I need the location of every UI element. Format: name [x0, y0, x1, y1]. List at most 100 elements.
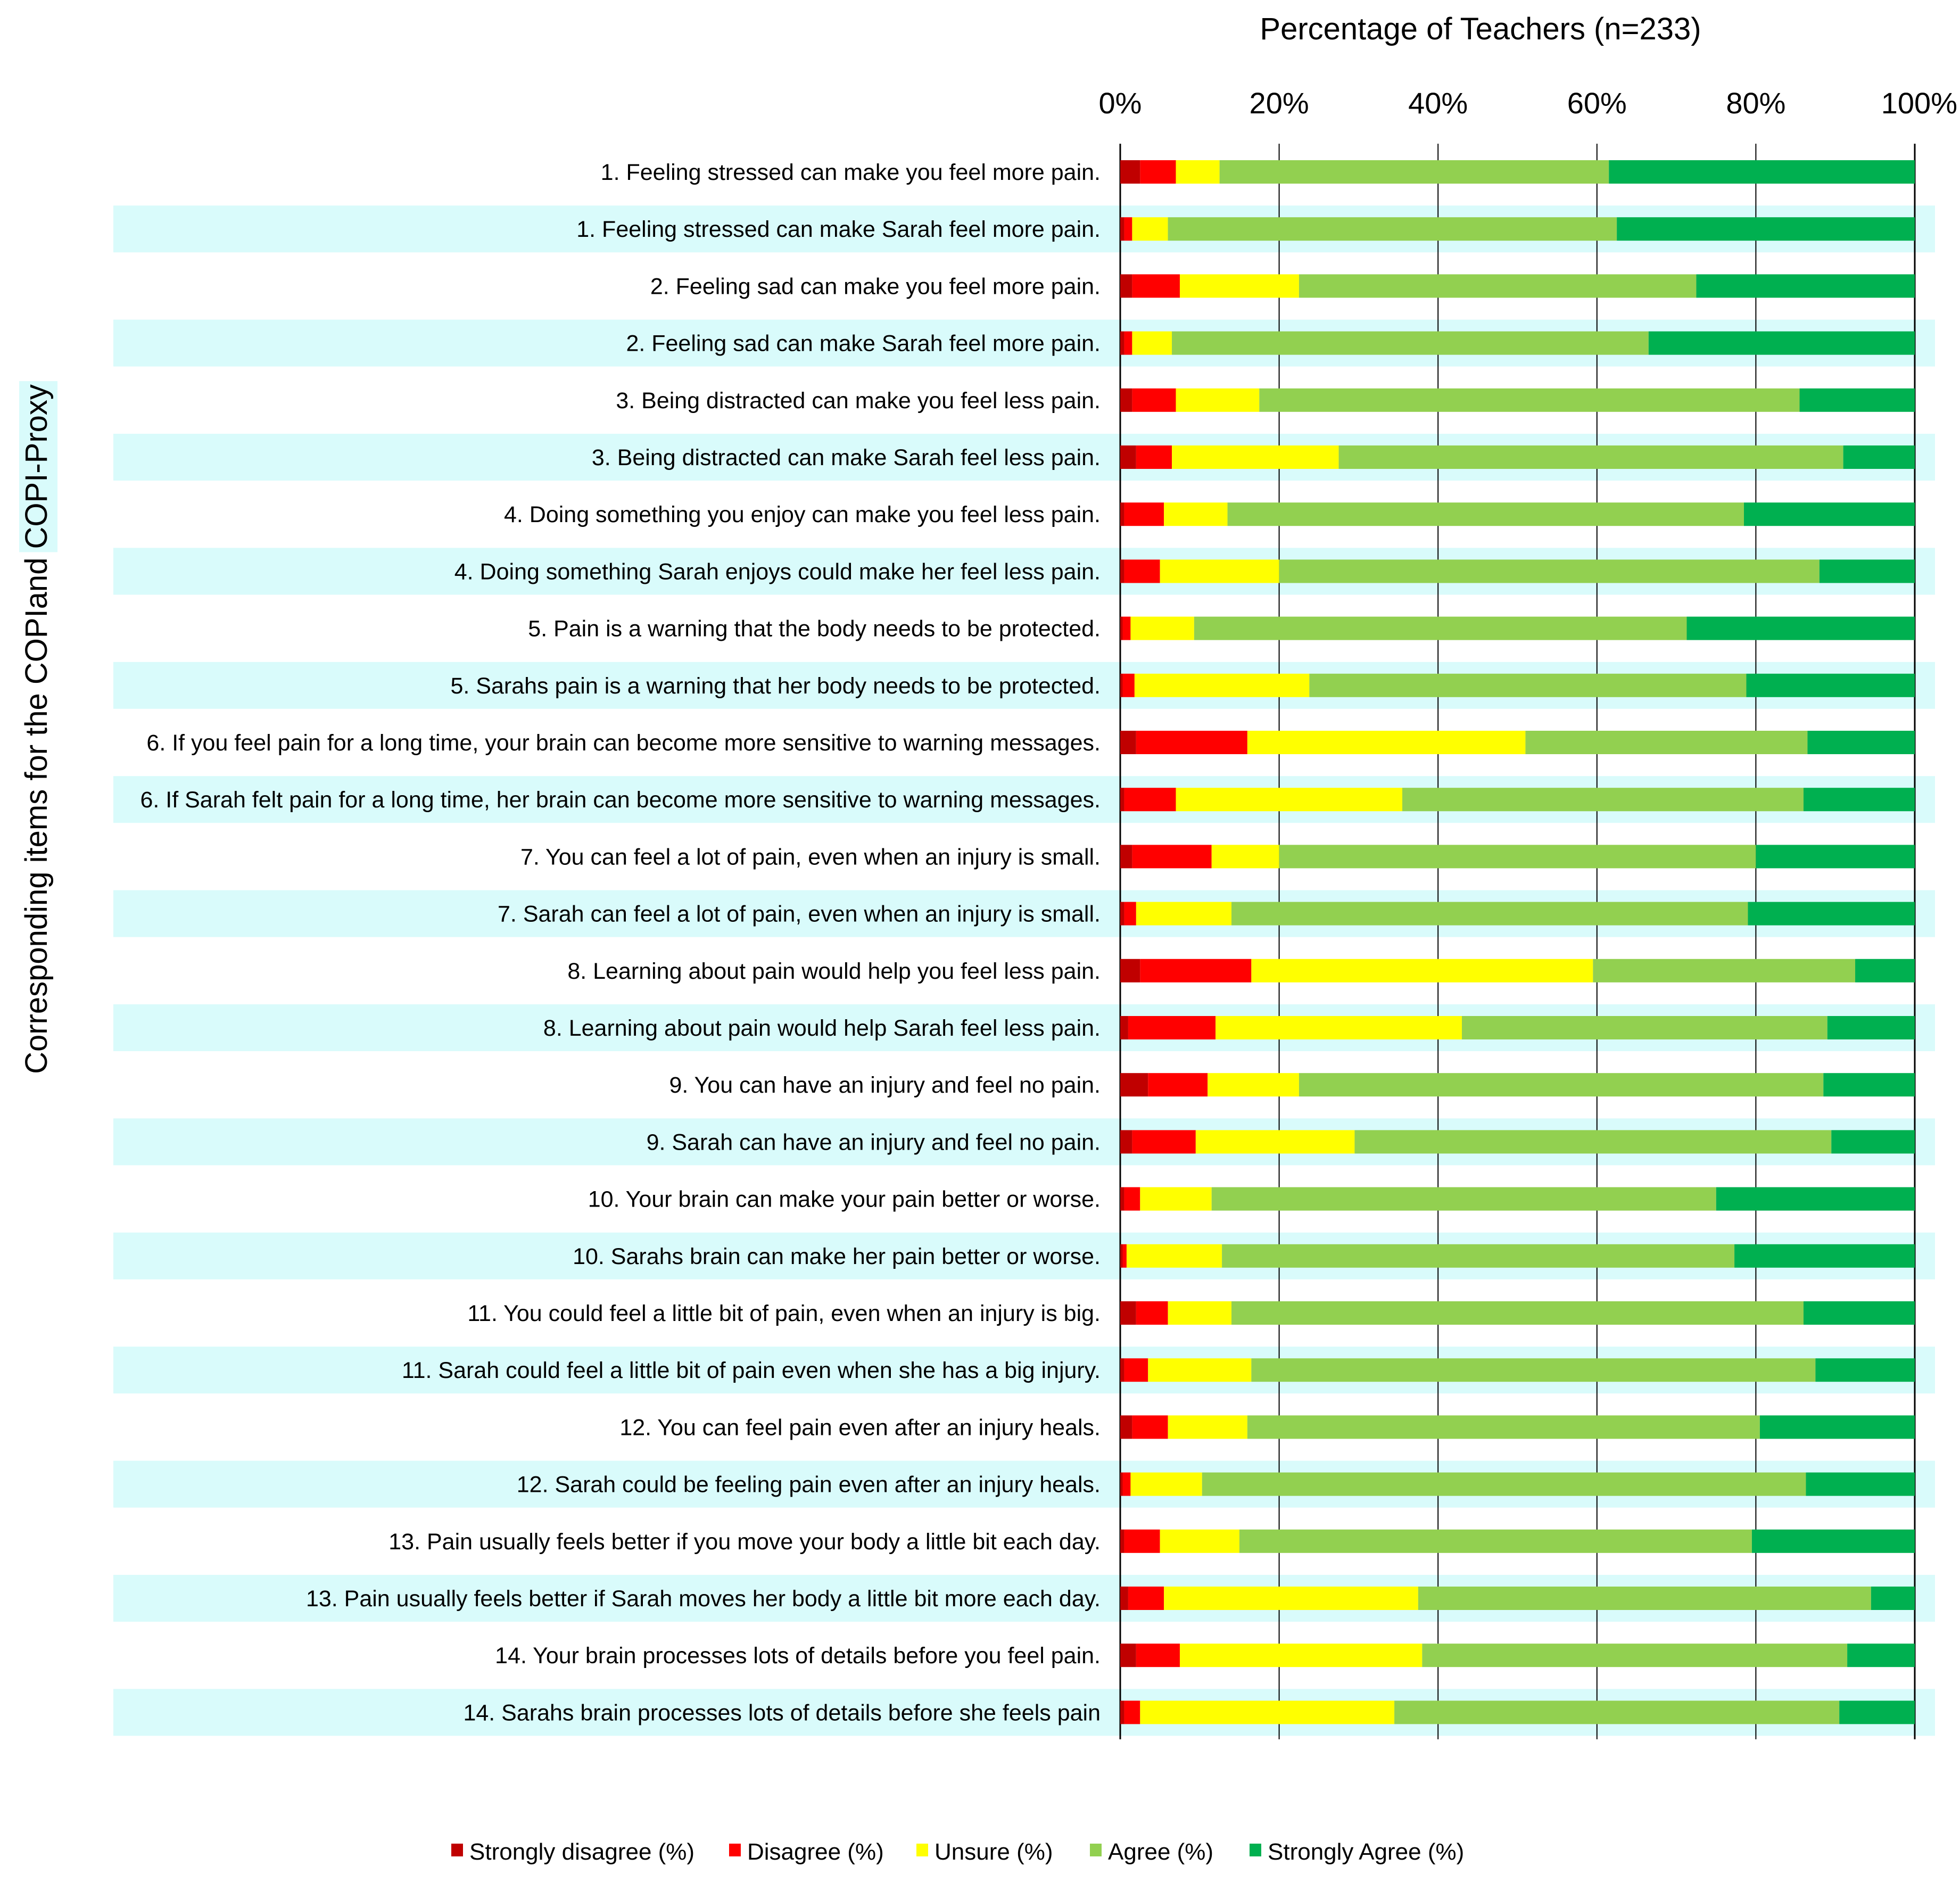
bar-r22-s2: [1124, 1358, 1148, 1382]
bar-r2-s5: [1617, 217, 1915, 241]
bar-r21-s1: [1120, 1301, 1136, 1325]
bar-r13-s2: [1132, 845, 1212, 869]
bar-r15-s4: [1593, 959, 1856, 982]
bar-r12-s3: [1176, 788, 1403, 812]
bar-r12-s5: [1803, 788, 1915, 812]
bar-r28-s3: [1140, 1700, 1395, 1724]
bar-r10-s4: [1309, 673, 1747, 697]
row-label-4: 2. Feeling sad can make Sarah feel more …: [626, 331, 1101, 357]
bar-r26-s2: [1128, 1587, 1164, 1610]
bar-r25-s5: [1751, 1529, 1915, 1553]
bar-r17-s5: [1823, 1073, 1915, 1097]
bar-r15-s5: [1855, 959, 1915, 982]
bar-r26-s4: [1418, 1587, 1871, 1610]
bar-r24-s5: [1806, 1472, 1915, 1496]
bar-r28-s2: [1124, 1700, 1140, 1724]
bar-r16-s3: [1215, 1016, 1462, 1039]
bar-r14-s2: [1124, 902, 1136, 926]
bar-r18-s2: [1132, 1130, 1196, 1154]
bar-r17-s4: [1299, 1073, 1824, 1097]
bar-r27-s3: [1179, 1644, 1423, 1667]
bar-r4-s4: [1172, 331, 1649, 355]
bar-r16-s1: [1120, 1016, 1128, 1039]
bar-r6-s4: [1338, 445, 1843, 469]
bar-r23-s3: [1168, 1415, 1247, 1439]
bar-r1-s5: [1609, 160, 1915, 184]
row-label-10: 5. Sarahs pain is a warning that her bod…: [450, 673, 1101, 699]
row-label-21: 11. You could feel a little bit of pain,…: [467, 1301, 1101, 1326]
bar-r9-s2: [1122, 616, 1131, 640]
bar-r24-s3: [1130, 1472, 1202, 1496]
bar-r24-s1: [1120, 1472, 1123, 1496]
bar-r19-s4: [1211, 1187, 1716, 1211]
bar-r7-s2: [1124, 502, 1164, 526]
legend-swatch-2: [729, 1844, 741, 1856]
row-label-24: 12. Sarah could be feeling pain even aft…: [517, 1472, 1101, 1498]
bar-r5-s3: [1176, 388, 1260, 412]
bar-r13-s4: [1279, 845, 1756, 869]
bar-r16-s5: [1827, 1016, 1915, 1039]
bar-r20-s5: [1734, 1244, 1915, 1268]
bar-r17-s2: [1148, 1073, 1208, 1097]
bar-r5-s4: [1259, 388, 1800, 412]
bar-r22-s4: [1251, 1358, 1816, 1382]
row-label-25: 13. Pain usually feels better if you mov…: [388, 1529, 1101, 1555]
row-label-15: 8. Learning about pain would help you fe…: [567, 959, 1101, 984]
x-tick-label-20: 20%: [1250, 86, 1309, 120]
bar-r11-s1: [1120, 731, 1136, 754]
bar-r1-s3: [1176, 160, 1220, 184]
row-label-12: 6. If Sarah felt pain for a long time, h…: [140, 787, 1101, 813]
row-label-20: 10. Sarahs brain can make her pain bette…: [573, 1244, 1101, 1269]
legend-swatch-4: [1090, 1844, 1102, 1856]
bar-r23-s4: [1247, 1415, 1760, 1439]
bar-r25-s3: [1160, 1529, 1239, 1553]
bar-r25-s2: [1124, 1529, 1160, 1553]
bar-r17-s1: [1120, 1073, 1148, 1097]
bar-r7-s4: [1227, 502, 1744, 526]
x-tick-labels: 0% 20% 40% 60% 80% 100%: [1099, 86, 1957, 120]
bar-r18-s1: [1120, 1130, 1132, 1154]
bar-r1-s2: [1140, 160, 1176, 184]
bar-r18-s4: [1354, 1130, 1832, 1154]
bar-r6-s2: [1136, 445, 1172, 469]
bar-r12-s1: [1120, 788, 1124, 812]
bar-r2-s2: [1124, 217, 1132, 241]
legend-swatch-3: [916, 1844, 928, 1856]
bar-r27-s5: [1847, 1644, 1915, 1667]
bar-r19-s3: [1140, 1187, 1212, 1211]
bar-r2-s3: [1132, 217, 1168, 241]
bar-r11-s3: [1247, 731, 1526, 754]
y-axis-title-main: Corresponding items for the COPIand: [19, 549, 54, 1074]
bar-r13-s3: [1211, 845, 1279, 869]
bar-r6-s3: [1172, 445, 1339, 469]
y-axis-title: Corresponding items for the COPIand COPI…: [19, 384, 54, 1074]
bar-r4-s3: [1132, 331, 1172, 355]
bar-r26-s3: [1164, 1587, 1418, 1610]
bar-r28-s1: [1120, 1700, 1124, 1724]
bar-r23-s1: [1120, 1415, 1132, 1439]
bar-r13-s1: [1120, 845, 1132, 869]
row-label-14: 7. Sarah can feel a lot of pain, even wh…: [498, 902, 1101, 927]
bar-r7-s3: [1164, 502, 1228, 526]
y-axis-title-group: Corresponding items for the COPIand COPI…: [19, 381, 57, 1074]
bar-r8-s4: [1279, 559, 1820, 583]
row-label-13: 7. You can feel a lot of pain, even when…: [520, 844, 1101, 870]
bar-r15-s3: [1251, 959, 1593, 982]
bar-r26-s5: [1871, 1587, 1915, 1610]
row-label-11: 6. If you feel pain for a long time, you…: [146, 730, 1101, 756]
row-label-26: 13. Pain usually feels better if Sarah m…: [306, 1586, 1101, 1612]
bar-r10-s5: [1746, 673, 1915, 697]
bar-r25-s1: [1120, 1529, 1124, 1553]
bar-r1-s1: [1120, 160, 1140, 184]
row-labels: 1. Feeling stressed can make you feel mo…: [140, 160, 1101, 1725]
legend-label-2: Disagree (%): [747, 1839, 884, 1865]
bar-r28-s4: [1394, 1700, 1840, 1724]
bar-r11-s5: [1807, 731, 1915, 754]
row-label-27: 14. Your brain processes lots of details…: [495, 1643, 1101, 1669]
bar-r24-s2: [1122, 1472, 1131, 1496]
bar-r27-s2: [1136, 1644, 1180, 1667]
row-label-9: 5. Pain is a warning that the body needs…: [528, 616, 1101, 642]
bar-r3-s4: [1299, 274, 1697, 298]
